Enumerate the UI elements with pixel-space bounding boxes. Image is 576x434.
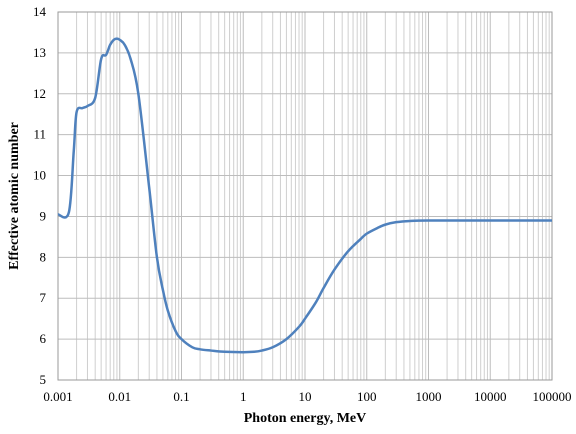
- y-axis-title: Effective atomic number: [7, 122, 22, 270]
- y-tick-label: 7: [40, 290, 47, 305]
- y-tick-label: 11: [33, 127, 46, 142]
- y-tick-label: 10: [33, 168, 46, 183]
- y-axis-ticks: 5 6 7 8 9 10 11 12 13 14: [33, 4, 47, 387]
- y-tick-label: 9: [40, 208, 47, 223]
- x-tick-label: 100000: [533, 389, 572, 404]
- plot-frame: [57, 11, 553, 381]
- y-tick-label: 5: [40, 372, 47, 387]
- x-tick-label: 1: [240, 389, 247, 404]
- y-tick-label: 14: [33, 4, 47, 19]
- x-axis-title: Photon energy, MeV: [244, 411, 366, 426]
- x-tick-label: 0.001: [43, 389, 72, 404]
- x-tick-label: 100: [357, 389, 377, 404]
- x-axis-ticks: 0.001 0.01 0.1 1 10 100 1000 10000 100000: [43, 389, 571, 404]
- x-tick-label: 10: [299, 389, 312, 404]
- series-layer: [57, 37, 552, 354]
- series-line: [57, 37, 552, 354]
- x-tick-label: 10000: [474, 389, 507, 404]
- x-tick-label: 0.01: [108, 389, 131, 404]
- x-tick-label: 1000: [416, 389, 442, 404]
- y-tick-label: 8: [40, 249, 47, 264]
- y-tick-label: 12: [33, 86, 46, 101]
- y-tick-label: 13: [33, 45, 46, 60]
- grid: [57, 11, 552, 381]
- x-tick-label: 0.1: [173, 389, 189, 404]
- y-tick-label: 6: [40, 331, 47, 346]
